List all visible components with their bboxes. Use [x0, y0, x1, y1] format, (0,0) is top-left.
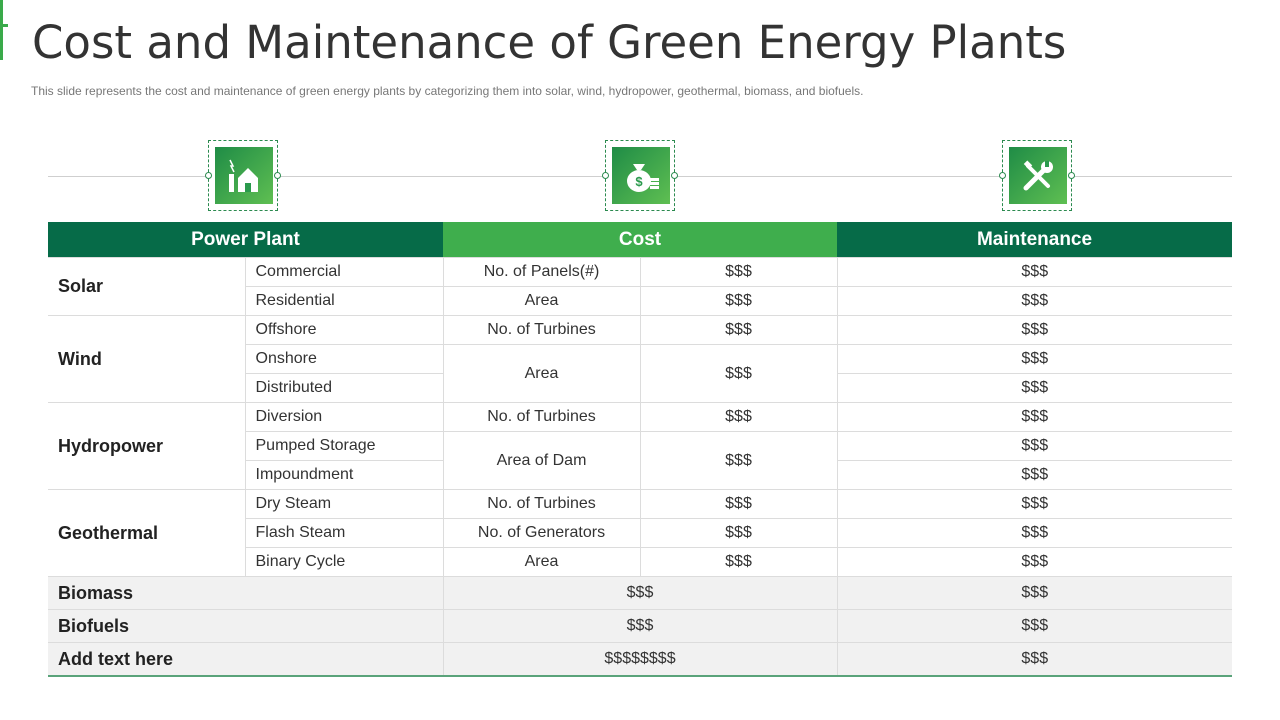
connector-dot: [205, 172, 212, 179]
connector-line: [280, 176, 605, 177]
cost-value: $$$: [640, 257, 838, 287]
plant-type: Diversion: [245, 402, 444, 432]
connector-line: [48, 176, 208, 177]
cost-value: $$$: [640, 402, 838, 432]
header-maintenance: Maintenance: [837, 222, 1233, 258]
group-label: Geothermal: [48, 489, 246, 577]
maintenance-value: $$$: [837, 286, 1233, 316]
connector-line: [1074, 176, 1232, 177]
plant-type: Residential: [245, 286, 444, 316]
cost-value: $$$: [640, 518, 838, 548]
cost-item: No. of Generators: [443, 518, 641, 548]
connector-dot: [671, 172, 678, 179]
cost-item: Area: [443, 286, 641, 316]
cost-maintenance-table: Power Plant Cost Maintenance Solar Comme…: [48, 222, 1233, 677]
group-label: Solar: [48, 257, 246, 316]
maintenance-value: $$$: [837, 460, 1233, 490]
cost-value: $$$: [640, 431, 838, 490]
plant-type: Offshore: [245, 315, 444, 345]
group-label: Add text here: [48, 642, 444, 677]
maintenance-value: $$$: [837, 576, 1233, 610]
plant-type: Impoundment: [245, 460, 444, 490]
plant-type: Commercial: [245, 257, 444, 287]
plant-type: Flash Steam: [245, 518, 444, 548]
header-power-plant: Power Plant: [48, 222, 443, 258]
tools-icon-frame: [999, 140, 1075, 211]
money-bag-icon-frame: $: [602, 140, 678, 211]
maintenance-value: $$$: [837, 609, 1233, 643]
maintenance-value: $$$: [837, 547, 1233, 577]
cost-value: $$$: [640, 547, 838, 577]
page-subtitle: This slide represents the cost and maint…: [31, 84, 864, 98]
header-cost: Cost: [443, 222, 838, 258]
maintenance-value: $$$: [837, 257, 1233, 287]
maintenance-value: $$$: [837, 373, 1233, 403]
cost-value: $$$: [640, 489, 838, 519]
cost-value: $$$: [640, 344, 838, 403]
group-label: Wind: [48, 315, 246, 403]
cost-value: $$$: [443, 576, 838, 610]
connector-dot: [602, 172, 609, 179]
connector-dot: [274, 172, 281, 179]
plant-type: Binary Cycle: [245, 547, 444, 577]
connector-dot: [1068, 172, 1075, 179]
cost-value: $$$: [640, 286, 838, 316]
cost-item: No. of Panels(#): [443, 257, 641, 287]
power-plant-icon: [215, 147, 273, 204]
cost-item: Area: [443, 547, 641, 577]
maintenance-value: $$$: [837, 489, 1233, 519]
cost-value: $$$: [443, 609, 838, 643]
accent-bar: [0, 0, 3, 60]
money-bag-icon: $: [612, 147, 670, 204]
maintenance-value: $$$: [837, 518, 1233, 548]
cost-item: Area of Dam: [443, 431, 641, 490]
tools-icon: [1009, 147, 1067, 204]
maintenance-value: $$$: [837, 315, 1233, 345]
group-label: Biofuels: [48, 609, 444, 643]
cost-value: $$$$$$$$: [443, 642, 838, 677]
plant-type: Onshore: [245, 344, 444, 374]
page-title: Cost and Maintenance of Green Energy Pla…: [32, 16, 1067, 69]
cost-item: No. of Turbines: [443, 315, 641, 345]
cost-item: Area: [443, 344, 641, 403]
group-label: Hydropower: [48, 402, 246, 490]
plant-type: Distributed: [245, 373, 444, 403]
svg-text:$: $: [635, 174, 643, 189]
group-label: Biomass: [48, 576, 444, 610]
cost-item: No. of Turbines: [443, 489, 641, 519]
plant-type: Pumped Storage: [245, 431, 444, 461]
maintenance-value: $$$: [837, 431, 1233, 461]
plant-type: Dry Steam: [245, 489, 444, 519]
power-plant-icon-frame: [205, 140, 281, 211]
cost-item: No. of Turbines: [443, 402, 641, 432]
connector-dot: [999, 172, 1006, 179]
maintenance-value: $$$: [837, 344, 1233, 374]
cost-value: $$$: [640, 315, 838, 345]
maintenance-value: $$$: [837, 402, 1233, 432]
connector-line: [677, 176, 1002, 177]
maintenance-value: $$$: [837, 642, 1233, 677]
accent-mark: [0, 24, 8, 27]
